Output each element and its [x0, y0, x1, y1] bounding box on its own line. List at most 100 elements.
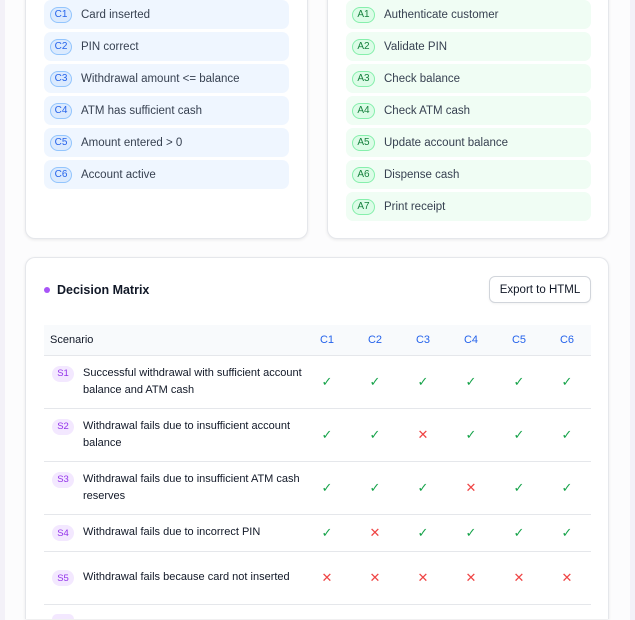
check-icon: ✓ — [303, 408, 351, 462]
action-label: Validate PIN — [384, 40, 448, 53]
check-icon: ✓ — [351, 408, 399, 462]
scenario: S3 Withdrawal fails due to insufficient A… — [44, 471, 303, 505]
condition-label: Amount entered > 0 — [81, 136, 183, 149]
cross-icon: ✕ — [351, 514, 399, 552]
condition-label: ATM has sufficient cash — [81, 104, 203, 117]
decision-matrix-table: Scenario C1 C2 C3 C4 C5 C6 S1 Successful withd… — [44, 325, 591, 619]
cross-icon: ✕ — [447, 551, 495, 605]
column-header-scenario: Scenario — [44, 325, 303, 356]
action-id-badge: A3 — [352, 70, 375, 87]
condition-id-badge: C5 — [50, 134, 72, 151]
action-id-badge: A4 — [352, 102, 375, 119]
cross-icon: ✕ — [399, 551, 447, 605]
scenario-label: Withdrawal fails due to insufficient acc… — [83, 419, 291, 449]
condition-item: C3 Withdrawal amount <= balance — [44, 64, 289, 93]
scenario-id-badge: S5 — [52, 570, 74, 586]
action-label: Dispense cash — [384, 168, 460, 181]
column-header-c6: C6 — [543, 325, 591, 356]
scenario-cell: S3 Withdrawal fails due to insufficient A… — [44, 461, 303, 515]
condition-item: C4 ATM has sufficient cash — [44, 96, 289, 125]
condition-id-badge: C1 — [50, 6, 72, 23]
scenario-cell: S1 Successful withdrawal with sufficient … — [44, 355, 303, 409]
scenario-cell — [44, 604, 591, 619]
action-id-badge: A1 — [352, 6, 375, 23]
condition-id-badge: C2 — [50, 38, 72, 55]
column-header-c2: C2 — [351, 325, 399, 356]
scenario: S4 Withdrawal fails due to incorrect PIN — [44, 524, 303, 541]
condition-item: C6 Account active — [44, 160, 289, 189]
table-row: S5 Withdrawal fails because card not inse… — [44, 551, 591, 605]
check-icon: ✓ — [447, 408, 495, 462]
condition-label: PIN correct — [81, 40, 139, 53]
action-item: A6 Dispense cash — [346, 160, 591, 189]
cross-icon: ✕ — [303, 551, 351, 605]
check-icon: ✓ — [303, 514, 351, 552]
condition-item: C1 Card inserted — [44, 0, 289, 29]
condition-id-badge: C4 — [50, 102, 72, 119]
actions-card: A1 Authenticate customer A2 Validate PIN A3 C… — [327, 0, 609, 239]
table-header-row: Scenario C1 C2 C3 C4 C5 C6 — [44, 325, 591, 356]
condition-id-badge: C6 — [50, 166, 72, 183]
scenario-id-badge: S2 — [52, 418, 74, 435]
check-icon: ✓ — [399, 514, 447, 552]
scenario: S1 Successful withdrawal with sufficient … — [44, 365, 303, 399]
action-item: A7 Print receipt — [346, 192, 591, 221]
action-item: A5 Update account balance — [346, 128, 591, 157]
cross-icon: ✕ — [399, 408, 447, 462]
check-icon: ✓ — [399, 355, 447, 409]
check-icon: ✓ — [351, 355, 399, 409]
bullet-dot-icon — [44, 287, 50, 293]
action-id-badge: A6 — [352, 166, 375, 183]
condition-item: C2 PIN correct — [44, 32, 289, 61]
action-item: A1 Authenticate customer — [346, 0, 591, 29]
conditions-list: C1 Card inserted C2 PIN correct C3 Withdrawal… — [44, 0, 289, 192]
check-icon: ✓ — [543, 514, 591, 552]
column-header-c1: C1 — [303, 325, 351, 356]
check-icon: ✓ — [351, 461, 399, 515]
column-header-c4: C4 — [447, 325, 495, 356]
check-icon: ✓ — [543, 408, 591, 462]
table-row-partial — [44, 604, 591, 619]
action-id-badge: A7 — [352, 198, 375, 215]
scenario-label: Successful withdrawal with sufficient ac… — [83, 366, 302, 396]
action-label: Update account balance — [384, 136, 509, 149]
cross-icon: ✕ — [351, 551, 399, 605]
scenario: S2 Withdrawal fails due to insufficient a… — [44, 418, 303, 452]
column-header-c3: C3 — [399, 325, 447, 356]
check-icon: ✓ — [447, 355, 495, 409]
check-icon: ✓ — [543, 461, 591, 515]
check-icon: ✓ — [495, 355, 543, 409]
scenario-id-badge: S3 — [52, 471, 74, 488]
scenario-id-badge: S4 — [52, 525, 74, 541]
action-item: A2 Validate PIN — [346, 32, 591, 61]
actions-list: A1 Authenticate customer A2 Validate PIN A3 C… — [346, 0, 591, 224]
cross-icon: ✕ — [447, 461, 495, 515]
action-item: A3 Check balance — [346, 64, 591, 93]
check-icon: ✓ — [495, 408, 543, 462]
check-icon: ✓ — [303, 355, 351, 409]
action-id-badge: A5 — [352, 134, 375, 151]
matrix-title: Decision Matrix — [44, 283, 149, 297]
condition-label: Account active — [81, 168, 156, 181]
scenario-id-badge: S1 — [52, 365, 74, 382]
check-icon: ✓ — [495, 461, 543, 515]
action-label: Check balance — [384, 72, 461, 85]
action-id-badge: A2 — [352, 38, 375, 55]
cross-icon: ✕ — [495, 551, 543, 605]
scenario-id-badge — [52, 613, 74, 619]
export-html-button[interactable]: Export to HTML — [489, 276, 591, 303]
page: C1 Card inserted C2 PIN correct C3 Withdrawal… — [5, 0, 630, 620]
check-icon: ✓ — [447, 514, 495, 552]
decision-matrix-card: Decision Matrix Export to HTML Scenario … — [25, 257, 609, 619]
condition-label: Card inserted — [81, 8, 151, 21]
conditions-card: C1 Card inserted C2 PIN correct C3 Withdrawal… — [25, 0, 308, 239]
check-icon: ✓ — [303, 461, 351, 515]
action-label: Print receipt — [384, 200, 446, 213]
scenario-cell: S2 Withdrawal fails due to insufficient a… — [44, 408, 303, 462]
cross-icon: ✕ — [543, 551, 591, 605]
condition-id-badge: C3 — [50, 70, 72, 87]
scenario-label: Withdrawal fails due to insufficient ATM… — [83, 472, 300, 502]
table-row: S2 Withdrawal fails due to insufficient a… — [44, 408, 591, 462]
scenario-cell: S5 Withdrawal fails because card not inse… — [44, 551, 303, 605]
check-icon: ✓ — [399, 461, 447, 515]
